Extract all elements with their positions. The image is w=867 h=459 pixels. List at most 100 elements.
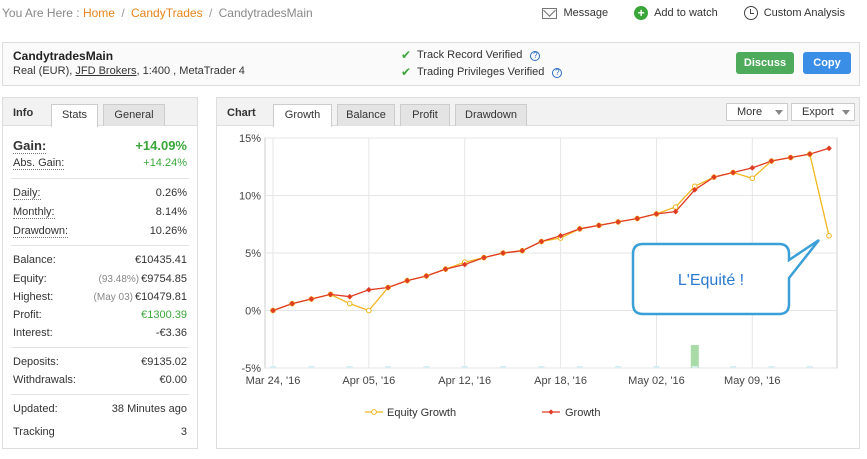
breadcrumb-section-link[interactable]: CandyTrades [131, 6, 203, 20]
x-tick-label: May 02, '16 [628, 375, 685, 387]
highest-row: Highest: (May 03) €10479.81 [13, 291, 187, 303]
tab-drawdown[interactable]: Drawdown [455, 104, 527, 126]
equity-row: Equity: (93.48%) €9754.85 [13, 273, 187, 285]
broker-link[interactable]: JFD Brokers [75, 65, 137, 77]
volume-bar [308, 366, 315, 368]
withdrawals-label: Withdrawals: [13, 374, 76, 386]
volume-bar [806, 366, 813, 368]
envelope-icon [542, 7, 558, 19]
info-tabs: Info Stats General [3, 98, 197, 127]
monthly-value: 8.14% [155, 206, 187, 218]
y-tick-label: 0% [245, 306, 261, 318]
account-type: Real (EUR), [13, 65, 73, 77]
copy-button[interactable]: Copy [803, 52, 851, 74]
data-point [423, 273, 430, 279]
volume-bar [653, 366, 660, 368]
data-point [289, 300, 296, 307]
callout-text: L'Equité ! [678, 272, 744, 289]
gain-row: Gain: +14.09% [13, 138, 187, 154]
withdrawals-row: Withdrawals: €0.00 [13, 374, 187, 386]
y-tick-label: 5% [245, 248, 261, 260]
volume-bar [768, 366, 775, 368]
message-button[interactable]: Message [542, 6, 608, 20]
breadcrumb-home-link[interactable]: Home [82, 6, 115, 20]
account-platform: , 1:400 , MetaTrader 4 [136, 65, 245, 77]
legend-label: Equity Growth [387, 407, 456, 419]
tracking-row: Tracking 3 [13, 426, 187, 438]
series-line [272, 153, 830, 312]
equity-percent: (93.48%) [98, 274, 140, 285]
legend-marker [548, 409, 554, 415]
checkmark-icon: ✔ [401, 48, 412, 62]
account-header: CandytradesMain Real (EUR), JFD Brokers,… [2, 42, 860, 86]
highest-label: Highest: [13, 291, 54, 303]
chart-tabs: Chart Growth Balance Profit Drawdown Mor… [217, 98, 859, 127]
updated-value: 38 Minutes ago [111, 403, 187, 415]
data-point [308, 296, 315, 302]
data-point [557, 232, 564, 239]
add-to-watch-button[interactable]: + Add to watch [634, 6, 718, 20]
data-point [346, 293, 353, 300]
tracking-value: 3 [180, 426, 187, 438]
data-point [768, 158, 775, 164]
x-tick-label: May 09, '16 [724, 375, 781, 387]
breadcrumb-prefix: You Are Here : [2, 6, 80, 20]
data-point [749, 164, 756, 171]
custom-analysis-button[interactable]: Custom Analysis [743, 6, 845, 20]
interest-value: -€3.36 [155, 327, 187, 339]
tab-stats[interactable]: Stats [51, 104, 98, 127]
divider [11, 245, 189, 246]
data-point [653, 210, 660, 217]
tab-growth[interactable]: Growth [273, 104, 332, 127]
data-point [327, 291, 334, 298]
volume-bar [691, 366, 698, 368]
volume-bar [500, 366, 507, 368]
divider [11, 347, 189, 348]
volume-bar [346, 366, 353, 368]
gain-label: Gain: [13, 138, 47, 154]
profit-value: €1300.39 [141, 309, 187, 321]
data-point [749, 175, 756, 182]
info-panel: Info Stats General Gain: +14.09% Abs. Ga… [2, 97, 198, 449]
data-point [366, 307, 372, 314]
data-point [711, 174, 717, 181]
data-point [806, 151, 813, 158]
info-title: Info [13, 107, 34, 119]
tab-general[interactable]: General [103, 104, 165, 126]
volume-bar [615, 366, 622, 368]
data-point [672, 204, 679, 210]
data-point [519, 247, 526, 254]
data-point [672, 208, 679, 215]
interest-row: Interest: -€3.36 [13, 327, 187, 339]
discuss-button[interactable]: Discuss [736, 52, 794, 74]
custom-analysis-label: Custom Analysis [763, 7, 845, 19]
export-dropdown[interactable]: Export [791, 103, 855, 121]
volume-bar [461, 366, 468, 368]
data-point [365, 286, 372, 293]
volume-bar [385, 366, 392, 368]
data-point [346, 300, 353, 307]
balance-value: €10435.41 [135, 254, 187, 266]
data-point [500, 250, 507, 256]
data-point [480, 254, 487, 261]
help-icon[interactable]: ? [530, 50, 541, 61]
volume-bar [270, 366, 276, 368]
trading-privileges-label: Trading Privileges Verified [417, 66, 545, 78]
breadcrumb: You Are Here : Home / CandyTrades / Cand… [2, 6, 313, 20]
abs-gain-value: +14.24% [143, 157, 187, 169]
series-line [272, 147, 830, 312]
monthly-row: Monthly: 8.14% [13, 206, 187, 219]
tracking-label: Tracking [13, 426, 55, 438]
callout-bubble [631, 238, 820, 316]
help-icon[interactable]: ? [552, 67, 563, 78]
breadcrumb-separator: / [121, 6, 125, 20]
deposits-value: €9135.02 [141, 356, 187, 368]
message-label: Message [563, 7, 609, 19]
chart-panel: Chart Growth Balance Profit Drawdown Mor… [216, 97, 860, 449]
tab-balance[interactable]: Balance [337, 104, 395, 126]
tab-profit[interactable]: Profit [400, 104, 450, 126]
more-dropdown[interactable]: More [726, 103, 788, 121]
data-point [538, 238, 545, 245]
header-actions: Message + Add to watch Custom Analysis [542, 6, 845, 20]
volume-bar [690, 345, 699, 368]
